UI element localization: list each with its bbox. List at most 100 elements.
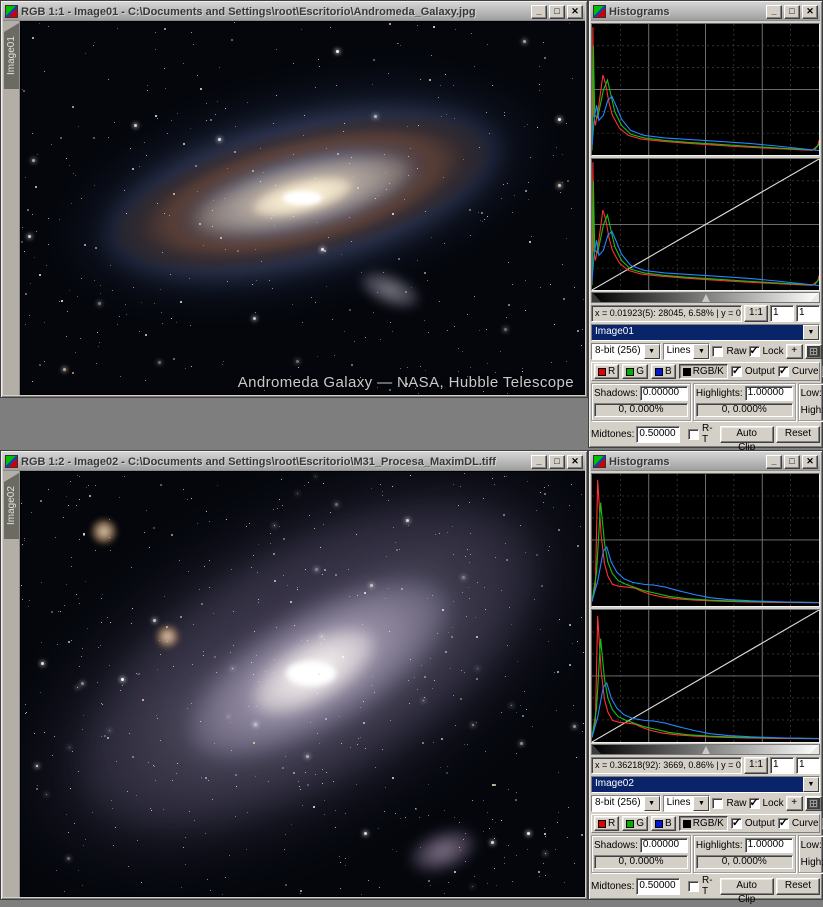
grid-size-button-active[interactable]: [804, 796, 822, 811]
lock-checkbox[interactable]: Lock: [748, 796, 784, 809]
app-icon: [593, 455, 606, 468]
shadows-field[interactable]: 0.00000: [639, 386, 688, 401]
bit-depth-selector[interactable]: 8-bit (256) ▼: [591, 343, 661, 360]
window-titlebar[interactable]: RGB 1:1 - Image01 - C:\Documents and Set…: [3, 3, 585, 21]
curve-checkbox[interactable]: Curve: [777, 816, 819, 829]
panel-titlebar[interactable]: Histograms _ □ ✕: [591, 3, 820, 21]
channel-red-button[interactable]: R: [594, 816, 620, 831]
panel-title: Histograms: [609, 5, 670, 18]
chevron-down-icon[interactable]: ▼: [643, 344, 660, 359]
highlights-field[interactable]: 1.00000: [744, 838, 793, 853]
highlights-field[interactable]: 1.00000: [744, 386, 793, 401]
minimize-icon[interactable]: _: [766, 454, 782, 469]
zoom-y-field[interactable]: 1: [796, 305, 820, 322]
close-icon[interactable]: ✕: [567, 454, 583, 469]
close-icon[interactable]: ✕: [802, 4, 818, 19]
shadows-slider-handle[interactable]: [592, 292, 601, 302]
histogram-plot[interactable]: [591, 473, 820, 607]
highlights-slider-handle[interactable]: [810, 292, 819, 302]
transfer-curve-plot[interactable]: [591, 158, 820, 291]
histogram-plot[interactable]: [591, 23, 820, 156]
zoom-ratio-button[interactable]: 1:1: [744, 305, 768, 322]
channel-green-button[interactable]: G: [622, 364, 649, 379]
midtones-slider-handle[interactable]: [701, 746, 710, 754]
zoom-x-field[interactable]: 1: [770, 757, 794, 774]
galaxy-inner-glow: [185, 137, 420, 253]
resolution-plus-button[interactable]: +: [785, 796, 803, 811]
image-canvas-andromeda[interactable]: Andromeda Galaxy — NASA, Hubble Telescop…: [20, 21, 585, 395]
minimize-icon[interactable]: _: [766, 4, 782, 19]
shadows-field[interactable]: 0.00000: [639, 838, 688, 853]
range-group: Low:0.00000 High:1.00000: [797, 835, 823, 873]
chevron-down-icon[interactable]: ▼: [803, 777, 819, 792]
channel-blue-button[interactable]: B: [651, 364, 676, 379]
maximize-icon[interactable]: □: [784, 454, 800, 469]
midtones-field[interactable]: 0.50000: [636, 425, 680, 443]
channel-blue-button[interactable]: B: [651, 816, 676, 831]
app-icon: [5, 5, 18, 18]
galaxy-core: [240, 611, 388, 731]
channel-green-button[interactable]: G: [622, 816, 649, 831]
chevron-down-icon[interactable]: ▼: [693, 344, 710, 359]
reset-button[interactable]: Reset: [775, 425, 820, 443]
companion-galaxy-m110: [355, 264, 425, 316]
resolution-plus-button[interactable]: +: [785, 344, 803, 359]
histograms-panel-1: Histograms _ □ ✕ x = 0.01923(5): 28045, …: [588, 0, 823, 453]
image-canvas-m31[interactable]: [20, 471, 585, 897]
raw-checkbox[interactable]: Raw: [712, 346, 747, 357]
plot-style-selector[interactable]: Lines ▼: [662, 343, 711, 360]
lock-checkbox[interactable]: Lock: [748, 344, 784, 357]
auto-clip-button[interactable]: Auto Clip: [719, 425, 774, 453]
zoom-x-field[interactable]: 1: [770, 305, 794, 322]
reset-button[interactable]: Reset: [775, 877, 820, 895]
channel-red-button[interactable]: R: [594, 364, 620, 379]
zoom-y-field[interactable]: 1: [796, 757, 820, 774]
blue-swatch-icon: [655, 367, 664, 376]
close-icon[interactable]: ✕: [802, 454, 818, 469]
output-checkbox[interactable]: Output: [730, 364, 775, 377]
red-swatch-icon: [598, 367, 606, 376]
curve-checkbox[interactable]: Curve: [777, 364, 819, 377]
plot-style-selector[interactable]: Lines ▼: [662, 795, 711, 812]
image-selector[interactable]: Image01 ▼: [591, 324, 820, 341]
image-selector[interactable]: Image02 ▼: [591, 776, 820, 793]
shadows-clip-readout: 0, 0.000%: [594, 855, 688, 869]
galaxy-inner-glow: [163, 546, 475, 792]
galaxy-dust-lane: [84, 472, 488, 741]
highlights-slider-handle[interactable]: [810, 744, 819, 754]
chevron-down-icon[interactable]: ▼: [693, 796, 710, 811]
transfer-curve-plot[interactable]: [591, 609, 820, 743]
galaxy-dust-ring: [101, 85, 504, 301]
midtones-field[interactable]: 0.50000: [636, 877, 680, 895]
minimize-icon[interactable]: _: [531, 4, 547, 19]
levels-slider-track[interactable]: [591, 744, 820, 755]
zoom-ratio-button[interactable]: 1:1: [744, 757, 768, 774]
auto-clip-button[interactable]: Auto Clip: [719, 877, 774, 905]
rt-checkbox[interactable]: R-T: [688, 875, 716, 897]
shadows-slider-handle[interactable]: [592, 744, 601, 754]
image-id-tab[interactable]: Image02: [4, 473, 19, 539]
image-window-2: RGB 1:2 - Image02 - C:\Documents and Set…: [0, 450, 588, 900]
highlights-group: Highlights: 1.00000 0, 0.000%: [692, 835, 796, 873]
minimize-icon[interactable]: _: [531, 454, 547, 469]
maximize-icon[interactable]: □: [549, 454, 565, 469]
chevron-down-icon[interactable]: ▼: [643, 796, 660, 811]
rt-checkbox[interactable]: R-T: [688, 423, 716, 445]
maximize-icon[interactable]: □: [784, 4, 800, 19]
window-titlebar[interactable]: RGB 1:2 - Image02 - C:\Documents and Set…: [3, 453, 585, 471]
bit-depth-selector[interactable]: 8-bit (256) ▼: [591, 795, 661, 812]
levels-slider-track[interactable]: [591, 292, 820, 303]
galaxy-core: [249, 170, 356, 224]
channel-rgbk-button[interactable]: RGB/K: [678, 364, 728, 379]
output-checkbox[interactable]: Output: [730, 816, 775, 829]
maximize-icon[interactable]: □: [549, 4, 565, 19]
red-swatch-icon: [598, 819, 606, 828]
midtones-slider-handle[interactable]: [701, 294, 710, 302]
channel-rgbk-button[interactable]: RGB/K: [678, 816, 728, 831]
grid-size-button-active[interactable]: [804, 344, 822, 359]
panel-titlebar[interactable]: Histograms _ □ ✕: [591, 453, 820, 471]
image-id-tab[interactable]: Image01: [4, 23, 19, 89]
close-icon[interactable]: ✕: [567, 4, 583, 19]
raw-checkbox[interactable]: Raw: [712, 798, 747, 809]
chevron-down-icon[interactable]: ▼: [803, 325, 819, 340]
